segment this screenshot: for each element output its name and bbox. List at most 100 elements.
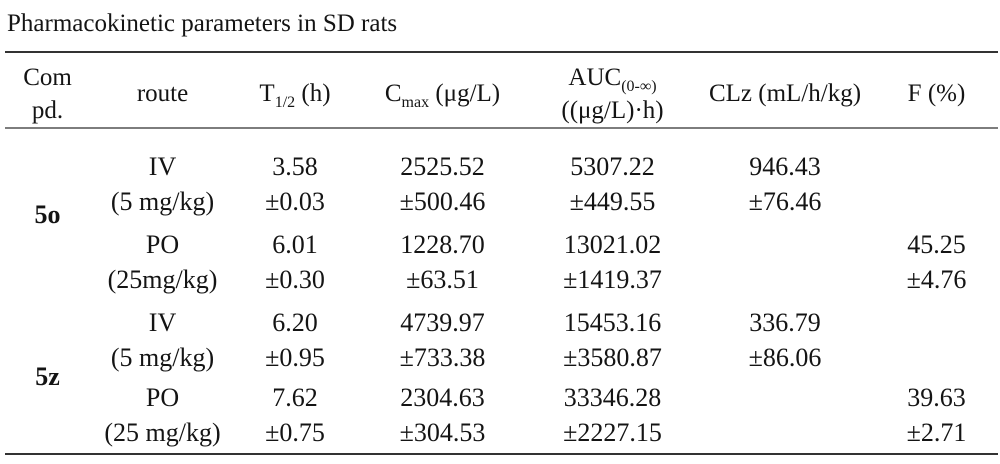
table-row-5o-po: PO (25mg/kg) 6.01 ±0.30 1228.70 ±63.51 1… (5, 222, 998, 300)
table-row-5z-iv: 5z IV (5 mg/kg) 6.20 ±0.95 4739.97 ±733.… (5, 300, 998, 391)
col-header-compound-line1: Com (23, 64, 72, 91)
value (875, 149, 998, 184)
f-cell: 39.63 ±2.71 (875, 378, 998, 454)
value: 6.01 (272, 230, 318, 259)
cmax-subscript: max (401, 94, 430, 111)
f-cell (875, 128, 998, 222)
t-half-unit: (h) (295, 80, 331, 107)
sd-value (695, 415, 875, 450)
value: 336.79 (749, 308, 821, 337)
t-half-cell: 7.62 ±0.75 (235, 378, 355, 454)
f-cell: 45.25 ±4.76 (875, 222, 998, 300)
route-cell: PO (25mg/kg) (90, 222, 235, 300)
sd-value: ±3580.87 (563, 343, 662, 372)
clz-cell: 946.43 ±76.46 (695, 128, 875, 222)
t-half-base: T (259, 80, 275, 107)
route-cell: IV (5 mg/kg) (90, 128, 235, 222)
auc-unit: ((μg/L)·h) (561, 97, 664, 124)
t-half-subscript: 1/2 (274, 94, 296, 111)
auc-cell: 5307.22 ±449.55 (530, 128, 695, 222)
sd-value: ±76.46 (748, 187, 822, 216)
sd-value: ±449.55 (569, 187, 656, 216)
col-header-compound-line2: pd. (31, 97, 64, 124)
route-cell: PO (25 mg/kg) (90, 378, 235, 454)
auc-cell: 33346.28 ±2227.15 (530, 378, 695, 454)
dose-value: (5 mg/kg) (110, 343, 215, 372)
value: 6.20 (272, 308, 318, 337)
value: 7.62 (272, 383, 318, 412)
route-value: PO (145, 383, 180, 412)
value: 13021.02 (563, 230, 662, 259)
col-header-t-half: T1/2 (h) (235, 52, 355, 129)
cmax-unit: (μg/L) (429, 80, 501, 107)
col-header-route: route (90, 52, 235, 129)
col-header-clz: CLz (mL/h/kg) (695, 52, 875, 129)
route-cell: IV (5 mg/kg) (90, 300, 235, 378)
compound-label-5o: 5o (34, 199, 61, 229)
sd-value (695, 262, 875, 297)
value: 946.43 (749, 152, 821, 181)
sd-value: ±0.95 (265, 343, 325, 372)
sd-value: ±63.51 (406, 265, 479, 294)
sd-value: ±733.38 (399, 343, 486, 372)
sd-value: ±2.71 (906, 418, 967, 447)
cmax-cell: 2525.52 ±500.46 (355, 128, 530, 222)
dose-value: (25mg/kg) (107, 265, 218, 294)
cmax-cell: 4739.97 ±733.38 (355, 300, 530, 378)
header-row: Com pd. route T1/2 (h) Cmax (μg/L) AUC(0… (5, 52, 998, 129)
compound-label-5z: 5z (35, 361, 60, 391)
value: 5307.22 (570, 152, 655, 181)
cmax-base: C (384, 80, 402, 107)
auc-subscript: (0-∞) (621, 78, 657, 95)
clz-cell (695, 378, 875, 454)
table-title: Pharmacokinetic parameters in SD rats (7, 10, 398, 37)
sd-value: ±4.76 (906, 265, 967, 294)
clz-cell (695, 222, 875, 300)
auc-cell: 15453.16 ±3580.87 (530, 300, 695, 378)
value (695, 227, 875, 262)
value (695, 380, 875, 415)
f-cell (875, 300, 998, 378)
value: 4739.97 (400, 308, 485, 337)
sd-value: ±1419.37 (563, 265, 662, 294)
value: 15453.16 (563, 308, 662, 337)
sd-value: ±2227.15 (563, 418, 662, 447)
sd-value: ±0.30 (265, 265, 325, 294)
sd-value: ±500.46 (399, 187, 486, 216)
t-half-cell: 3.58 ±0.03 (235, 128, 355, 222)
sd-value: ±86.06 (748, 343, 822, 372)
value: 2525.52 (400, 152, 485, 181)
table-row-5z-po: PO (25 mg/kg) 7.62 ±0.75 2304.63 ±304.53… (5, 378, 998, 454)
sd-value: ±0.03 (265, 187, 325, 216)
col-header-f: F (%) (875, 52, 998, 129)
route-value: IV (148, 308, 177, 337)
dose-value: (5 mg/kg) (110, 187, 215, 216)
auc-cell: 13021.02 ±1419.37 (530, 222, 695, 300)
sd-value (875, 340, 998, 375)
sd-value: ±0.75 (265, 418, 325, 447)
route-value: PO (145, 230, 180, 259)
table-row-5o-iv: 5o IV (5 mg/kg) 3.58 ±0.03 2525.52 ±500.… (5, 128, 998, 229)
sd-value (875, 184, 998, 219)
t-half-cell: 6.01 ±0.30 (235, 222, 355, 300)
col-header-cmax: Cmax (μg/L) (355, 52, 530, 129)
auc-base: AUC (568, 64, 622, 91)
value (875, 305, 998, 340)
sd-value: ±304.53 (399, 418, 486, 447)
value: 33346.28 (563, 383, 662, 412)
dose-value: (25 mg/kg) (104, 418, 221, 447)
clz-cell: 336.79 ±86.06 (695, 300, 875, 378)
auc-line1: AUC(0-∞) (530, 61, 695, 95)
cmax-cell: 2304.63 ±304.53 (355, 378, 530, 454)
value: 2304.63 (400, 383, 485, 412)
value: 3.58 (272, 152, 318, 181)
col-header-auc: AUC(0-∞) ((μg/L)·h) (530, 52, 695, 129)
route-value: IV (148, 152, 177, 181)
pharmacokinetic-table: Com pd. route T1/2 (h) Cmax (μg/L) AUC(0… (5, 51, 998, 455)
cmax-cell: 1228.70 ±63.51 (355, 222, 530, 300)
value: 1228.70 (400, 230, 485, 259)
value: 45.25 (907, 230, 966, 259)
value: 39.63 (907, 383, 966, 412)
col-header-compound: Com pd. (5, 52, 90, 129)
